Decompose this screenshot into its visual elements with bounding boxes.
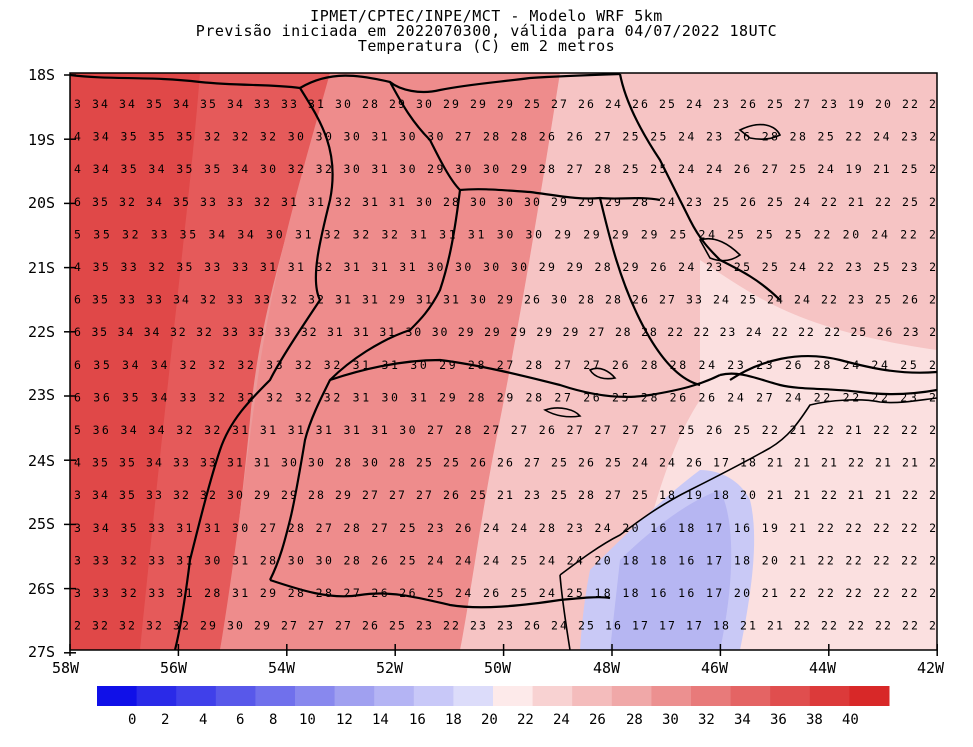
- colorbar-swatch: [691, 686, 732, 706]
- lat-label: 27S: [28, 643, 55, 661]
- colorbar-swatch: [255, 686, 296, 706]
- colorbar-label: 20: [481, 712, 498, 728]
- colorbar-label: 30: [662, 712, 679, 728]
- lon-label: 52W: [376, 659, 404, 677]
- colorbar-label: 4: [199, 712, 207, 728]
- map-area: 3 34 34 35 34 35 34 33 33 31 30 28 29 30…: [70, 73, 937, 650]
- lon-label: 50W: [484, 659, 512, 677]
- colorbar-swatch: [611, 686, 652, 706]
- colorbar-swatch: [730, 686, 771, 706]
- lon-label: 58W: [52, 659, 80, 677]
- lon-label: 56W: [160, 659, 188, 677]
- latitude-axis: 18S 19S 20S 21S 22S 23S 24S 25S 26S 27S: [28, 66, 76, 661]
- lat-label: 20S: [28, 194, 55, 212]
- colorbar-swatch: [215, 686, 256, 706]
- colorbar-labels: 0 2 4 6 8 10 12 14 16 18 20 22 24 26 28 …: [128, 712, 859, 728]
- title-line-1: IPMET/CPTEC/INPE/MCT - Modelo WRF 5km: [310, 7, 663, 25]
- colorbar-label: 40: [842, 712, 859, 728]
- colorbar-swatch: [849, 686, 890, 706]
- colorbar-swatch: [413, 686, 454, 706]
- lon-label: 48W: [593, 659, 621, 677]
- colorbar-label: 24: [553, 712, 570, 728]
- colorbar-label: 16: [409, 712, 426, 728]
- lat-label: 19S: [28, 131, 55, 149]
- colorbar-label: 10: [299, 712, 316, 728]
- colorbar-label: 26: [589, 712, 606, 728]
- lat-label: 18S: [28, 66, 55, 84]
- colorbar-swatch: [493, 686, 534, 706]
- grid-value-row: 4 34 35 35 35 32 32 32 30 30 30 31 30 30…: [74, 130, 936, 144]
- grid-value-row: 4 34 35 34 35 35 34 30 32 32 30 31 30 29…: [74, 162, 936, 176]
- colorbar-swatch: [374, 686, 415, 706]
- colorbar-label: 34: [734, 712, 751, 728]
- state-boundaries: [70, 73, 937, 650]
- colorbar-swatch: [572, 686, 613, 706]
- colorbar-swatch: [136, 686, 177, 706]
- lon-label: 54W: [268, 659, 296, 677]
- colorbar-swatch: [176, 686, 217, 706]
- colorbar-swatch: [97, 686, 138, 706]
- lon-label: 44W: [809, 659, 837, 677]
- lon-label: 42W: [917, 659, 945, 677]
- longitude-axis: 58W 56W 54W 52W 50W 48W 46W 44W 42W: [52, 644, 945, 677]
- colorbar-label: 0: [128, 712, 136, 728]
- colorbar-label: 28: [626, 712, 643, 728]
- lat-label: 23S: [28, 386, 55, 404]
- grid-value-row: 6 35 34 34 32 32 33 33 33 32 31 31 31 30…: [74, 325, 936, 339]
- colorbar-label: 8: [269, 712, 277, 728]
- hottest-region: [70, 73, 200, 650]
- colorbar-label: 14: [372, 712, 389, 728]
- colorbar-label: 22: [517, 712, 534, 728]
- colorbar-swatch: [770, 686, 811, 706]
- warm-region: [220, 73, 560, 650]
- grid-value-row: 3 33 32 33 31 28 31 29 28 28 27 26 26 25…: [74, 586, 936, 600]
- colorbar-swatch: [295, 686, 336, 706]
- colorbar-swatch: [651, 686, 692, 706]
- colorbar-swatch: [532, 686, 573, 706]
- colorbar-swatch: [334, 686, 375, 706]
- colorbar-label: 12: [336, 712, 353, 728]
- subtitle: Temperatura (C) em 2 metros: [357, 37, 616, 55]
- colorbar-label: 32: [698, 712, 715, 728]
- lat-label: 24S: [28, 452, 55, 470]
- colorbar-label: 38: [806, 712, 823, 728]
- coldest-region: [610, 490, 732, 650]
- lat-label: 21S: [28, 259, 55, 277]
- colorbar-swatch: [453, 686, 494, 706]
- colorbar-label: 36: [770, 712, 787, 728]
- colorbar-swatch: [809, 686, 850, 706]
- colorbar: [97, 686, 890, 706]
- grid-value-row: 3 33 32 33 31 30 31 28 30 30 28 26 25 24…: [74, 553, 936, 567]
- colorbar-label: 2: [161, 712, 169, 728]
- colorbar-label: 18: [445, 712, 462, 728]
- coastline: [543, 123, 937, 650]
- lat-label: 25S: [28, 515, 55, 533]
- grid-value-row: 5 36 34 34 32 32 31 31 31 31 31 31 30 27…: [74, 423, 936, 437]
- title-line-2: Previsão iniciada em 2022070300, válida …: [195, 22, 778, 40]
- lon-label: 46W: [701, 659, 729, 677]
- lat-label: 22S: [28, 323, 55, 341]
- colorbar-label: 6: [236, 712, 244, 728]
- lat-label: 26S: [28, 580, 55, 598]
- grid-value-row: 4 35 33 32 35 33 33 31 31 32 31 31 31 30…: [74, 260, 936, 274]
